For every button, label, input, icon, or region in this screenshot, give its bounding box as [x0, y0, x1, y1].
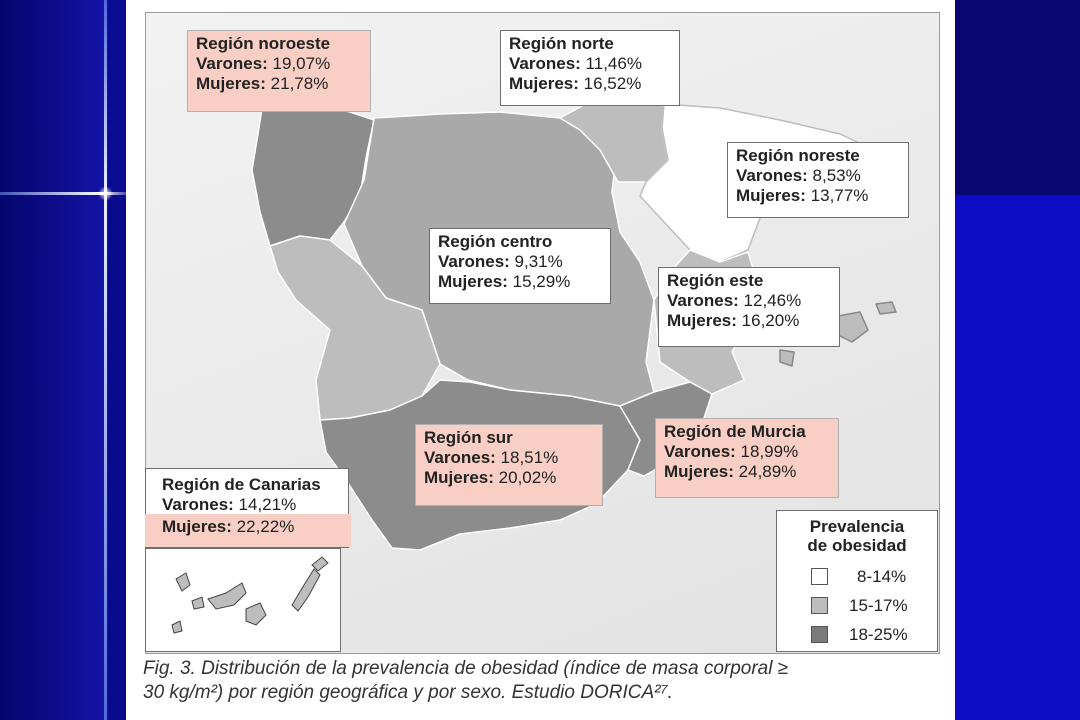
- region-centro-mujeres: Mujeres: 15,29%: [438, 272, 571, 291]
- region-canarias-mujeres: Mujeres: 22,22%: [162, 517, 295, 536]
- region-sur-box: Región sur Varones: 18,51% Mujeres: 20,0…: [415, 424, 603, 506]
- canary-islands-inset: [145, 548, 341, 652]
- region-noroeste-name: Región noroeste: [196, 34, 331, 53]
- caption-line-2: 30 kg/m²) por región geográfica y por se…: [143, 682, 673, 703]
- region-canarias-text: Región de Canarias Varones: 14,21% Mujer…: [162, 475, 321, 537]
- region-norte-varones: Varones: 11,46%: [509, 54, 642, 73]
- region-centro-box: Región centro Varones: 9,31% Mujeres: 15…: [429, 228, 611, 304]
- region-murcia-varones: Varones: 18,99%: [664, 442, 799, 461]
- region-sur-mujeres: Mujeres: 20,02%: [424, 468, 557, 487]
- region-este-name: Región este: [667, 271, 764, 290]
- legend-label-low: 8-14%: [857, 567, 907, 586]
- decorative-star-glow: [98, 186, 113, 201]
- region-noroeste-box: Región noroeste Varones: 19,07% Mujeres:…: [187, 30, 371, 112]
- region-norte-mujeres: Mujeres: 16,52%: [509, 74, 642, 93]
- decorative-vertical-line: [104, 0, 107, 720]
- region-murcia-mujeres: Mujeres: 24,89%: [664, 462, 797, 481]
- region-centro-name: Región centro: [438, 232, 553, 251]
- legend-swatch-low: [811, 568, 828, 585]
- region-noroeste-shape: [251, 99, 375, 247]
- region-noroeste-mujeres: Mujeres: 21,78%: [196, 74, 329, 93]
- region-canarias-mujeres-highlight: [145, 514, 351, 547]
- region-sur-varones: Varones: 18,51%: [424, 448, 559, 467]
- region-canarias-varones: Varones: 14,21%: [162, 495, 297, 514]
- legend-label-high: 18-25%: [849, 625, 908, 644]
- caption-line-1: Fig. 3. Distribución de la prevalencia d…: [143, 658, 789, 679]
- slide-background-right: [955, 195, 1080, 720]
- map-legend: Prevalencia de obesidad 8-14% 15-17% 18-…: [776, 510, 938, 652]
- region-sur-name: Región sur: [424, 428, 513, 447]
- region-norte-name: Región norte: [509, 34, 614, 53]
- canary-islands-shapes: [171, 556, 329, 634]
- legend-title: Prevalencia de obesidad: [807, 517, 907, 555]
- region-noreste-box: Región noreste Varones: 8,53% Mujeres: 1…: [727, 142, 909, 218]
- legend-swatch-mid: [811, 597, 828, 614]
- region-centro-varones: Varones: 9,31%: [438, 252, 563, 271]
- region-murcia-box: Región de Murcia Varones: 18,99% Mujeres…: [655, 418, 839, 498]
- region-noreste-mujeres: Mujeres: 13,77%: [736, 186, 869, 205]
- region-este-varones: Varones: 12,46%: [667, 291, 802, 310]
- region-este-box: Región este Varones: 12,46% Mujeres: 16,…: [658, 267, 840, 347]
- decorative-horizontal-line: [0, 192, 128, 195]
- region-norte-box: Región norte Varones: 11,46% Mujeres: 16…: [500, 30, 680, 106]
- slide-background-right-top: [955, 0, 1080, 195]
- legend-label-mid: 15-17%: [849, 596, 908, 615]
- legend-swatch-high: [811, 626, 828, 643]
- region-noreste-varones: Varones: 8,53%: [736, 166, 861, 185]
- region-noreste-name: Región noreste: [736, 146, 860, 165]
- figure-caption: Fig. 3. Distribución de la prevalencia d…: [143, 657, 943, 705]
- region-canarias-name: Región de Canarias: [162, 475, 321, 494]
- slide-background-left: [0, 0, 108, 720]
- region-noroeste-varones: Varones: 19,07%: [196, 54, 331, 73]
- region-este-mujeres: Mujeres: 16,20%: [667, 311, 800, 330]
- region-murcia-name: Región de Murcia: [664, 422, 806, 441]
